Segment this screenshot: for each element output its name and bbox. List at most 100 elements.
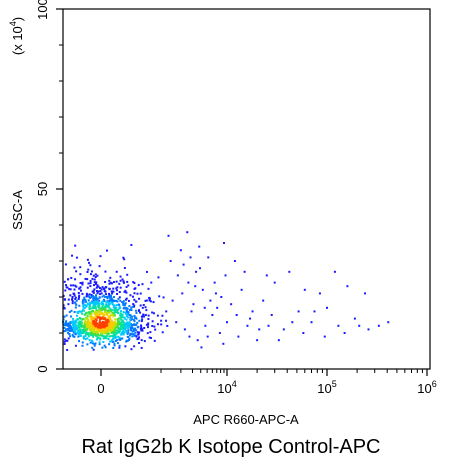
- event-dot: [118, 337, 121, 340]
- event-dot: [95, 313, 98, 316]
- event-dot: [93, 312, 96, 315]
- event-dot: [94, 330, 97, 333]
- event-dot: [110, 300, 113, 303]
- event-dot: [71, 328, 74, 331]
- event-dot: [79, 273, 82, 276]
- event-dot: [116, 300, 119, 303]
- event-dot: [139, 292, 142, 295]
- event-dot: [65, 284, 68, 287]
- event-dot: [95, 294, 98, 297]
- event-dot: [98, 321, 101, 324]
- event-dot: [136, 331, 139, 334]
- event-dot: [111, 339, 114, 342]
- event-dot: [94, 311, 97, 314]
- event-dot: [92, 317, 95, 320]
- x-tick-base: 10: [317, 381, 331, 396]
- event-dot: [74, 344, 77, 347]
- event-dot: [104, 286, 107, 289]
- event-dot: [85, 304, 88, 307]
- event-dot: [67, 298, 70, 301]
- event-dot: [128, 305, 131, 308]
- event-dot: [95, 309, 98, 312]
- event-dot: [337, 324, 340, 327]
- event-dot: [119, 337, 122, 340]
- event-dot: [91, 324, 94, 327]
- event-dot: [145, 323, 148, 326]
- event-dot: [124, 307, 127, 310]
- event-dot: [98, 293, 101, 296]
- event-dot: [81, 310, 84, 313]
- event-dot: [76, 329, 79, 332]
- event-dot: [126, 335, 129, 338]
- event-dot: [84, 299, 87, 302]
- event-dot: [94, 282, 97, 285]
- event-dot: [111, 313, 114, 316]
- event-dot: [118, 317, 121, 320]
- event-dot: [85, 331, 88, 334]
- event-dot: [104, 309, 107, 312]
- event-dot: [63, 315, 66, 318]
- event-dot: [133, 334, 136, 337]
- event-dot: [80, 325, 83, 328]
- event-dot: [118, 291, 121, 294]
- y-multiplier-text: (x 10: [10, 26, 25, 55]
- event-dot: [116, 342, 119, 345]
- event-dot: [89, 285, 92, 288]
- event-dot: [132, 328, 135, 331]
- event-dot: [98, 341, 101, 344]
- event-dot: [96, 305, 99, 308]
- event-dot: [87, 319, 90, 322]
- event-dot: [86, 315, 89, 318]
- event-dot: [72, 320, 75, 323]
- event-dot: [95, 286, 98, 289]
- event-dot: [175, 321, 178, 324]
- event-dot: [119, 316, 122, 319]
- event-dot: [125, 285, 128, 288]
- event-dot: [85, 312, 88, 315]
- event-dot: [88, 327, 91, 330]
- event-dot: [111, 334, 114, 337]
- event-dot: [156, 314, 159, 317]
- event-dot: [157, 276, 160, 279]
- event-dot: [68, 329, 71, 332]
- event-dot: [127, 327, 130, 330]
- event-dot: [63, 338, 66, 341]
- event-dot: [69, 315, 72, 318]
- event-dot: [101, 286, 104, 289]
- event-dot: [113, 327, 116, 330]
- event-dot: [141, 329, 144, 332]
- event-dot: [367, 328, 370, 331]
- event-dot: [128, 338, 131, 341]
- event-dot: [187, 281, 190, 284]
- event-dot: [109, 318, 112, 321]
- event-dot: [103, 326, 106, 329]
- event-dot: [83, 296, 86, 299]
- event-dot: [104, 295, 107, 298]
- event-dot: [84, 277, 87, 280]
- event-dot: [166, 324, 169, 327]
- event-dot: [125, 310, 128, 313]
- event-dot: [135, 317, 138, 320]
- event-dot: [131, 326, 134, 329]
- event-dot: [114, 321, 117, 324]
- event-dot: [130, 243, 133, 246]
- event-dot: [139, 327, 142, 330]
- event-dot: [110, 290, 113, 293]
- event-dot: [131, 335, 134, 338]
- event-dot: [141, 318, 144, 321]
- event-dot: [100, 312, 103, 315]
- event-dot: [127, 284, 130, 287]
- event-dot: [118, 303, 121, 306]
- event-dot: [115, 270, 118, 273]
- event-dot: [146, 332, 149, 335]
- event-dot: [148, 299, 151, 302]
- event-dot: [107, 304, 110, 307]
- event-dot: [132, 318, 135, 321]
- event-dot: [69, 335, 72, 338]
- y-tick-label: 0: [35, 365, 50, 372]
- event-dot: [126, 332, 129, 335]
- event-dot: [358, 324, 361, 327]
- event-dot: [105, 326, 108, 329]
- event-dot: [91, 340, 94, 343]
- event-dot: [125, 297, 128, 300]
